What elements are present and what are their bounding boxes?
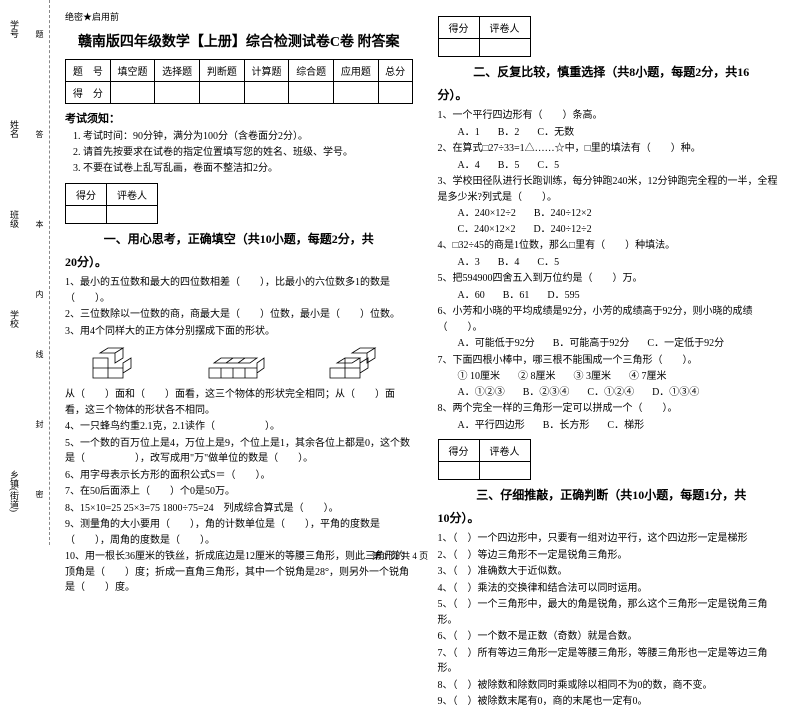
- q2-6: 6、小芳和小晓的平均成绩是92分，小芳的成绩高于92分，则小晓的成绩（ ）。: [438, 304, 786, 335]
- q1-9: 9、测量角的大小要用（ ），角的计数单位是（ ），平角的度数是（ ），周角的度数…: [65, 517, 413, 548]
- page-footer: 第 1 页 共 4 页: [0, 549, 800, 562]
- score-h5: 综合题: [289, 60, 334, 82]
- cube-figures: [65, 343, 413, 383]
- secret-label: 绝密★启用前: [65, 10, 413, 23]
- q3-8: 8、（ ）被除数和除数同时乘或除以相同不为0的数，商不变。: [438, 678, 786, 694]
- line-ti: 题: [34, 30, 45, 38]
- q2-4-opts: A．3B．4C．5: [458, 255, 786, 271]
- q2-2-opts: A．4B．5C．5: [458, 158, 786, 174]
- section-2-header: 二、反复比较，慎重选择（共8小题，每题2分，共16: [438, 63, 786, 80]
- bind-class: 班级: [8, 210, 21, 228]
- scorer-box-3: 得分评卷人: [438, 439, 531, 480]
- q2-8-opts: A．平行四边形B．长方形C．梯形: [458, 418, 786, 434]
- q1-7: 7、在50后面添上（ ）个0是50万。: [65, 484, 413, 500]
- section-3-header: 三、仔细推敲，正确判断（共10小题，每题1分，共: [438, 486, 786, 503]
- q3-1: 1、（ ）一个四边形中，只要有一组对边平行，这个四边形一定是梯形: [438, 531, 786, 547]
- scorer-box-2: 得分评卷人: [438, 16, 531, 57]
- section-1-cont: 20分）。: [65, 253, 413, 270]
- left-column: 绝密★启用前 赣南版四年级数学【上册】综合检测试卷C卷 附答案 题 号 填空题 …: [65, 10, 413, 545]
- q2-3-opts2: C．240×12×2D．240÷12÷2: [458, 222, 786, 238]
- score-h2: 选择题: [155, 60, 200, 82]
- scorer-box-1: 得分评卷人: [65, 183, 158, 224]
- q2-7-r1: ① 10厘米② 8厘米③ 3厘米④ 7厘米: [458, 369, 786, 385]
- score-row-label: 得 分: [66, 82, 111, 104]
- bind-name: 姓名: [8, 120, 21, 138]
- score-h4: 计算题: [244, 60, 289, 82]
- notice-3: 不要在试卷上乱写乱画，卷面不整洁扣2分。: [83, 161, 413, 177]
- q3-4: 4、（ ）乘法的交换律和结合法可以同时运用。: [438, 581, 786, 597]
- q3-5: 5、（ ）一个三角形中，最大的角是锐角，那么这个三角形一定是锐角三角形。: [438, 597, 786, 628]
- q2-1: 1、一个平行四边形有（ ）条高。: [438, 108, 786, 124]
- q2-5: 5、把594900四舍五入到万位约是（ ）万。: [438, 271, 786, 287]
- q1-3b: 从（ ）面和（ ）面看，这三个物体的形状完全相同；从（ ）面看，这三个物体的形状…: [65, 387, 413, 418]
- scorer-person-2: 评卷人: [479, 17, 530, 39]
- score-table: 题 号 填空题 选择题 判断题 计算题 综合题 应用题 总分 得 分: [65, 59, 413, 104]
- score-h1: 填空题: [110, 60, 155, 82]
- section-1-header: 一、用心思考，正确填空（共10小题，每题2分，共: [65, 230, 413, 247]
- cube-fig-2: [204, 343, 274, 383]
- bind-school: 学校: [8, 310, 21, 328]
- bind-xuehao: 学号: [8, 20, 21, 38]
- notice-2: 请首先按要求在试卷的指定位置填写您的姓名、班级、学号。: [83, 145, 413, 161]
- notice-list: 考试时间：90分钟，满分为100分（含卷面分2分）。 请首先按要求在试卷的指定位…: [65, 129, 413, 177]
- q1-4: 4、一只蜂鸟约重2.1克，2.1读作（ ）。: [65, 419, 413, 435]
- q3-7: 7、（ ）所有等边三角形一定是等腰三角形，等腰三角形也一定是等边三角形。: [438, 646, 786, 677]
- q2-3: 3、学校田径队进行长跑训练，每分钟跑240米，12分钟跑完全程的一半，全程是多少…: [438, 174, 786, 205]
- q2-6-opts: A．可能低于92分B．可能高于92分C．一定低于92分: [458, 336, 786, 352]
- right-column: 得分评卷人 二、反复比较，慎重选择（共8小题，每题2分，共16 分）。 1、一个…: [438, 10, 786, 545]
- cube-fig-1: [88, 343, 158, 383]
- q2-4: 4、□32÷45的商是1位数，那么□里有（ ）种填法。: [438, 238, 786, 254]
- scorer-person-3: 评卷人: [479, 440, 530, 462]
- q1-1: 1、最小的五位数和最大的四位数相差（ ），比最小的六位数多1的数是（ ）。: [65, 275, 413, 306]
- scorer-score-3: 得分: [438, 440, 479, 462]
- score-h3: 判断题: [200, 60, 245, 82]
- line-nei: 内: [34, 290, 45, 298]
- scorer-person: 评卷人: [107, 184, 158, 206]
- score-h0: 题 号: [66, 60, 111, 82]
- q1-6: 6、用字母表示长方形的面积公式S＝（ ）。: [65, 468, 413, 484]
- q3-3: 3、（ ）准确数大于近似数。: [438, 564, 786, 580]
- q2-1-opts: A．1B．2C．无数: [458, 125, 786, 141]
- q2-2: 2、在算式□27÷33=1△……☆中，□里的填法有（ ）种。: [438, 141, 786, 157]
- score-h6: 应用题: [334, 60, 379, 82]
- line-ben: 本: [34, 220, 45, 228]
- scorer-score-2: 得分: [438, 17, 479, 39]
- q2-7-opts: A．①②③B．②③④C．①②④D．①③④: [458, 385, 786, 401]
- line-mi: 密: [34, 490, 45, 498]
- q1-5: 5、一个数的百万位上是4，万位上是9，个位上是1，其余各位上都是0，这个数是（ …: [65, 436, 413, 467]
- binding-margin: 学号 姓名 班级 学校 乡镇(街道) 题 答 本 内 线 封 密: [0, 0, 50, 545]
- line-feng: 封: [34, 420, 45, 428]
- score-h7: 总分: [378, 60, 412, 82]
- notice-1: 考试时间：90分钟，满分为100分（含卷面分2分）。: [83, 129, 413, 145]
- q3-9: 9、（ ）被除数末尾有0，商的末尾也一定有0。: [438, 694, 786, 710]
- section-3-cont: 10分）。: [438, 509, 786, 526]
- line-da: 答: [34, 130, 45, 138]
- q2-8: 8、两个完全一样的三角形一定可以拼成一个（ ）。: [438, 401, 786, 417]
- line-xian: 线: [34, 350, 45, 358]
- q3-6: 6、（ ）一个数不是正数（奇数）就是合数。: [438, 629, 786, 645]
- q2-5-opts: A．60B．61D．595: [458, 288, 786, 304]
- cube-fig-3: [320, 343, 390, 383]
- section-2-cont: 分）。: [438, 86, 786, 103]
- exam-title: 赣南版四年级数学【上册】综合检测试卷C卷 附答案: [65, 31, 413, 51]
- q2-7: 7、下面四根小棒中，哪三根不能围成一个三角形（ ）。: [438, 353, 786, 369]
- scorer-score: 得分: [66, 184, 107, 206]
- q1-8: 8、15×10=25 25×3=75 1800÷75=24 列成综合算式是（ ）…: [65, 501, 413, 517]
- q1-3: 3、用4个同样大的正方体分别摆成下面的形状。: [65, 324, 413, 340]
- notice-header: 考试须知：: [65, 110, 413, 126]
- bind-town: 乡镇(街道): [8, 470, 21, 512]
- q1-2: 2、三位数除以一位数的商，商最大是（ ）位数，最小是（ ）位数。: [65, 307, 413, 323]
- q2-3-opts: A．240×12÷2B．240÷12×2: [458, 206, 786, 222]
